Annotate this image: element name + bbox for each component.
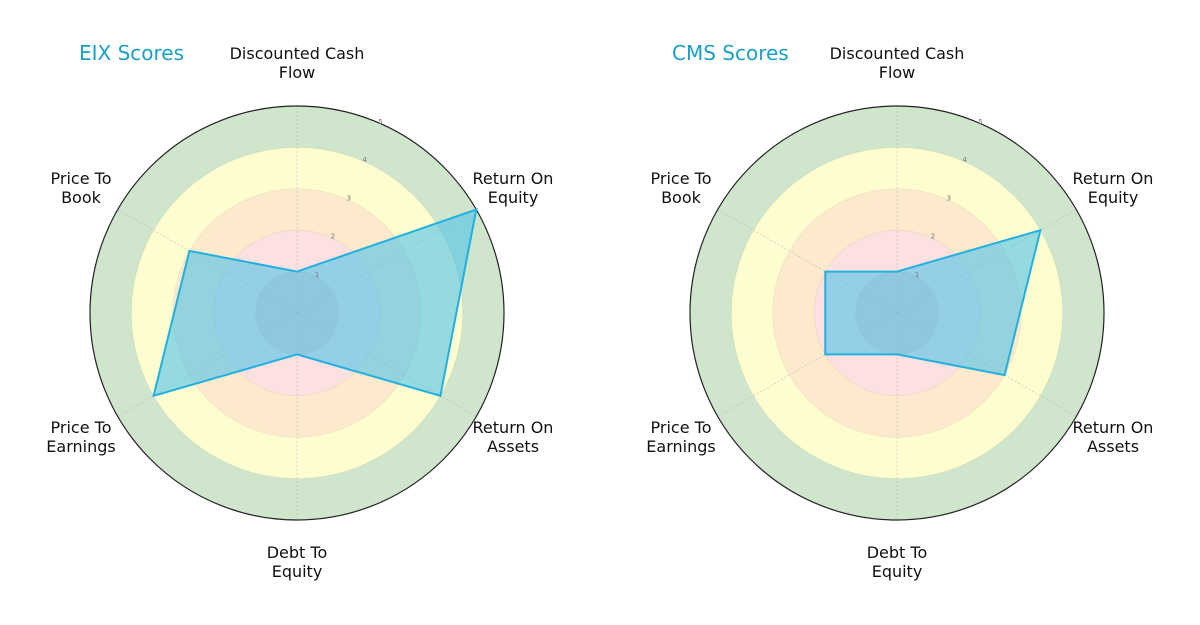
radial-tick-label: 1 xyxy=(915,271,919,279)
cms-chart-title: CMS Scores xyxy=(672,41,789,65)
eix-label-ptb: Price To Book xyxy=(50,169,112,207)
axis-gridline xyxy=(117,312,298,417)
eix-label-pte: Price To Earnings xyxy=(46,418,116,456)
radial-tick-label: 2 xyxy=(331,233,335,241)
axis-gridline xyxy=(296,312,477,417)
cms-label-ptb: Price To Book xyxy=(650,169,712,207)
radial-tick-label: 1 xyxy=(315,271,319,279)
cms-radar-panel: 1 2 3 4 5 CMS Scores Discounted Cash Flow Re… xyxy=(600,0,1200,625)
axis-gridline xyxy=(717,209,898,314)
score-polygon xyxy=(152,207,478,398)
radial-tick-label: 5 xyxy=(378,118,382,126)
eix-label-roa: Return On Assets xyxy=(472,418,554,456)
radial-tick-label: 4 xyxy=(362,156,367,164)
eix-chart-title: EIX Scores xyxy=(79,41,185,65)
cms-label-pte: Price To Earnings xyxy=(646,418,716,456)
radial-tick-label: 5 xyxy=(978,118,982,126)
cms-label-dcf: Discounted Cash Flow xyxy=(829,44,965,82)
axis-gridline xyxy=(896,312,1077,417)
cms-label-roe: Return On Equity xyxy=(1072,169,1154,207)
eix-radar-chart: 1 2 3 4 5 xyxy=(89,105,505,521)
eix-label-dcf: Discounted Cash Flow xyxy=(229,44,365,82)
score-polygon xyxy=(824,228,1042,377)
radial-tick-label: 2 xyxy=(931,233,935,241)
axis-gridline xyxy=(896,209,1077,314)
eix-radar-panel: 1 2 3 4 5 EIX Scores Discounted Cash Flow Re… xyxy=(46,41,554,581)
cms-label-roa: Return On Assets xyxy=(1072,418,1154,456)
axis-gridline xyxy=(117,209,298,314)
cms-radar-chart: 1 2 3 4 5 xyxy=(689,105,1105,521)
eix-label-dte: Debt To Equity xyxy=(266,543,328,581)
axis-gridline xyxy=(717,312,898,417)
eix-label-roe: Return On Equity xyxy=(472,169,554,207)
radial-tick-label: 3 xyxy=(947,194,951,202)
cms-label-dte: Debt To Equity xyxy=(866,543,928,581)
radial-tick-label: 3 xyxy=(347,194,351,202)
radial-tick-label: 4 xyxy=(962,156,967,164)
